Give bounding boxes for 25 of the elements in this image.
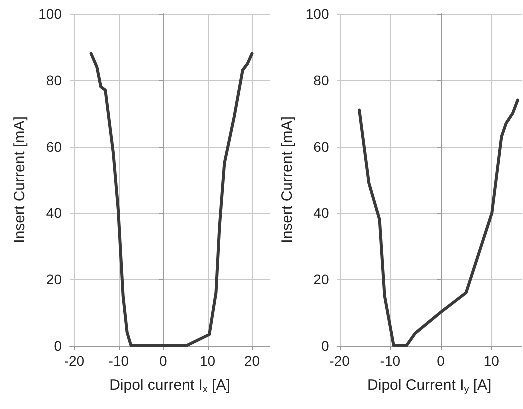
y-tick-label: 100 <box>306 6 330 22</box>
y-tick-label: 80 <box>314 72 330 88</box>
line-series <box>358 98 520 348</box>
y-tick-label: 80 <box>46 72 62 88</box>
x-tick-label: -10 <box>380 353 401 369</box>
y-tick-label: 40 <box>314 205 330 222</box>
x-tick-label: -10 <box>108 353 130 369</box>
y-axis-title: Insert Current [mA] <box>12 116 29 244</box>
x-tick-label: 10 <box>200 353 216 369</box>
x-tick-label: -20 <box>330 353 350 369</box>
y-tick-label: 60 <box>314 138 330 155</box>
y-tick-label: 20 <box>46 272 62 288</box>
y-tick-label: 20 <box>314 272 330 288</box>
x-tick-label: 0 <box>159 353 168 369</box>
x-tick-label: 0 <box>437 353 446 369</box>
line-series <box>90 52 254 348</box>
y-tick-label: 0 <box>54 338 62 354</box>
x-tick-label: -20 <box>64 353 85 369</box>
y-tick-label: 0 <box>321 338 330 354</box>
x-tick-label: 10 <box>484 353 500 369</box>
x-tick-label: 20 <box>244 353 260 369</box>
y-tick-label: 60 <box>46 138 62 155</box>
y-axis-title: Insert Current [mA] <box>279 116 296 244</box>
y-tick-label: 100 <box>38 6 62 22</box>
y-tick-label: 40 <box>46 205 62 222</box>
